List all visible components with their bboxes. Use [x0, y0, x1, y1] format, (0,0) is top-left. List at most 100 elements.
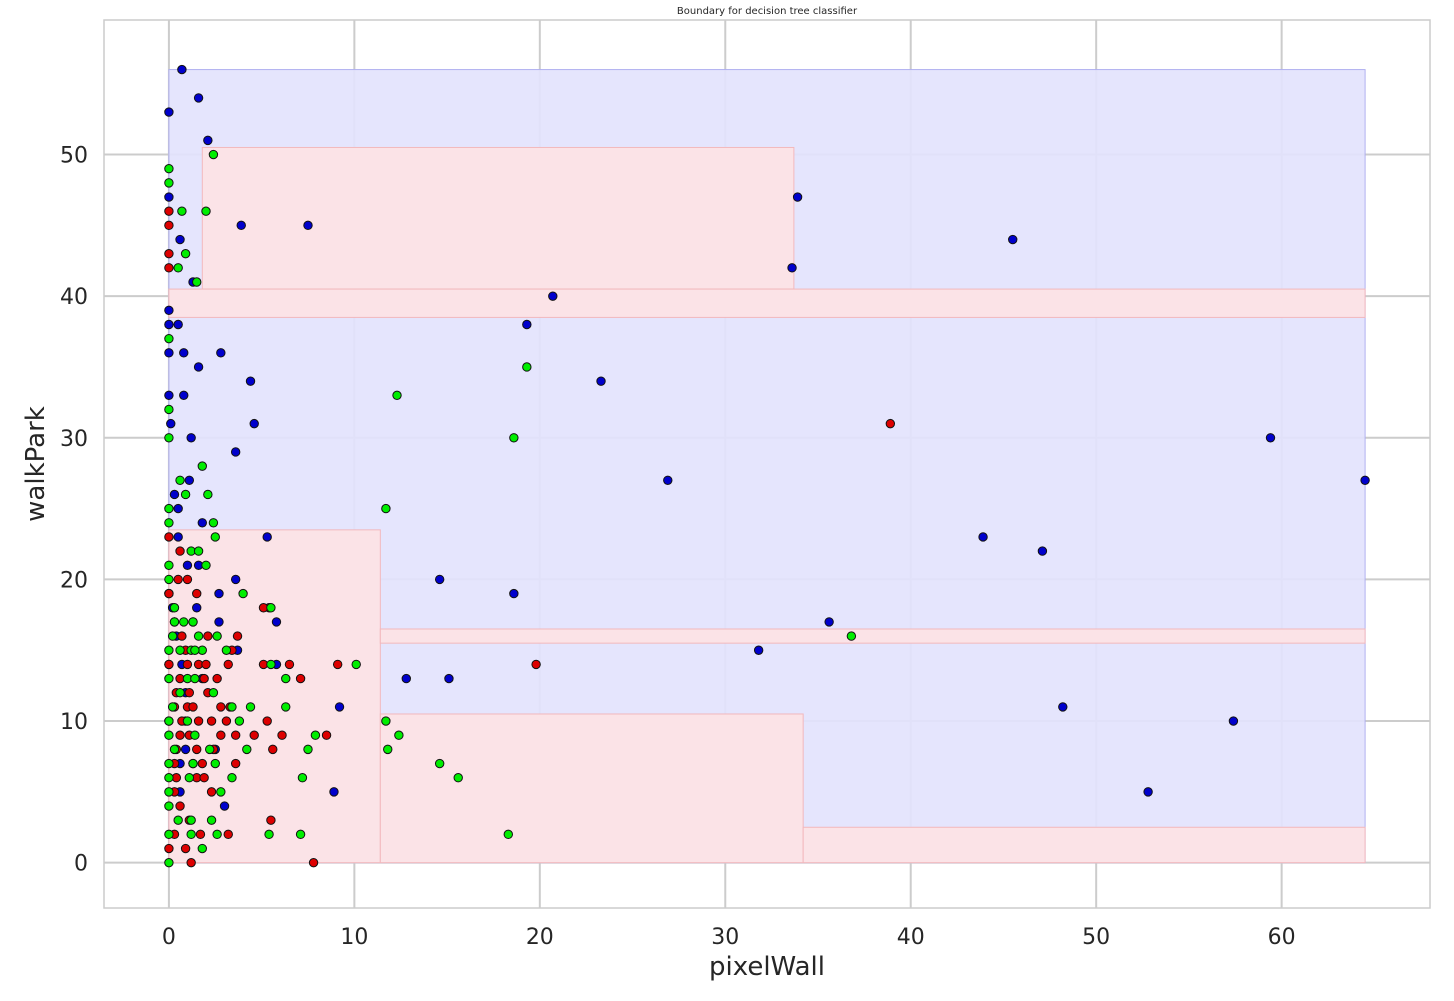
- data-point-red: [308, 857, 319, 868]
- data-point-blue: [184, 475, 195, 485]
- data-point-blue: [262, 532, 272, 542]
- data-point-red: [321, 730, 332, 740]
- data-point-green: [201, 560, 211, 570]
- data-point-red: [192, 744, 202, 755]
- data-point-red: [201, 659, 211, 670]
- data-point-blue: [303, 220, 313, 231]
- data-point-blue: [179, 348, 189, 358]
- data-point-green: [193, 631, 204, 641]
- y-tick-label: 20: [60, 568, 88, 593]
- data-point-blue: [236, 220, 246, 231]
- data-point-green: [173, 263, 183, 273]
- data-point-red: [173, 574, 183, 585]
- data-point-red: [184, 688, 195, 698]
- data-point-green: [381, 716, 391, 726]
- data-point-green: [295, 829, 306, 840]
- data-point-blue: [1143, 787, 1153, 797]
- data-point-green: [509, 433, 519, 443]
- data-point-green: [164, 433, 174, 443]
- data-point-blue: [1228, 716, 1239, 726]
- data-point-red: [199, 673, 209, 684]
- chart-title: Boundary for decision tree classifier: [677, 6, 858, 17]
- data-point-blue: [193, 362, 204, 372]
- data-point-green: [175, 645, 185, 655]
- data-point-green: [205, 744, 215, 755]
- data-point-green: [193, 546, 204, 556]
- y-tick-labels: 0 10 20 30 40 50: [60, 144, 88, 877]
- data-point-green: [164, 645, 174, 655]
- data-point-blue: [197, 518, 207, 528]
- data-point-green: [175, 688, 185, 698]
- data-point-red: [206, 787, 217, 797]
- x-tick-label: 50: [1082, 925, 1110, 950]
- data-point-green: [210, 758, 220, 769]
- data-point-green: [169, 617, 180, 627]
- data-point-red: [164, 532, 174, 542]
- data-point-red: [206, 716, 217, 726]
- data-point-green: [164, 857, 174, 868]
- data-point-red: [199, 773, 209, 783]
- data-point-red: [180, 843, 191, 854]
- data-point-green: [238, 588, 248, 599]
- data-point-green: [164, 787, 174, 797]
- data-point-red: [164, 588, 174, 599]
- data-point-green: [264, 829, 274, 840]
- data-point-red: [164, 843, 174, 854]
- data-point-green: [169, 603, 180, 613]
- data-point-blue: [219, 801, 230, 811]
- y-tick-label: 0: [74, 852, 88, 877]
- data-point-green: [381, 503, 391, 514]
- data-point-red: [177, 631, 187, 641]
- data-point-green: [197, 843, 207, 854]
- data-point-red: [284, 659, 295, 670]
- data-point-green: [164, 574, 174, 585]
- data-point-green: [453, 773, 463, 783]
- data-point-green: [208, 688, 219, 698]
- data-point-green: [186, 815, 196, 825]
- data-point-red: [175, 801, 185, 811]
- data-point-green: [208, 518, 219, 528]
- data-point-green: [190, 645, 200, 655]
- data-point-green: [164, 829, 174, 840]
- data-point-blue: [192, 603, 202, 613]
- data-point-green: [186, 829, 196, 840]
- x-tick-label: 20: [526, 925, 554, 950]
- data-point-green: [179, 617, 189, 627]
- data-point-blue: [548, 291, 558, 301]
- data-point-blue: [663, 475, 673, 485]
- data-point-blue: [249, 418, 259, 429]
- data-point-red: [262, 716, 272, 726]
- x-axis-label: pixelWall: [709, 952, 825, 982]
- data-point-blue: [1058, 702, 1068, 712]
- data-point-green: [206, 815, 217, 825]
- x-tick-labels: 0 10 20 30 40 50 60: [162, 925, 1296, 950]
- data-point-red: [216, 702, 226, 712]
- data-point-green: [197, 461, 207, 471]
- plot-frame: [103, 19, 1431, 909]
- data-point-red: [197, 758, 207, 769]
- data-point-blue: [164, 305, 174, 316]
- data-point-red: [230, 730, 241, 740]
- data-point-green: [164, 801, 174, 811]
- data-point-blue: [230, 447, 241, 457]
- data-point-green: [212, 631, 222, 641]
- data-point-green: [281, 702, 291, 712]
- data-point-green: [167, 631, 178, 641]
- data-point-blue: [180, 744, 191, 755]
- data-point-red: [164, 206, 174, 216]
- data-point-red: [182, 574, 193, 585]
- data-point-blue: [169, 489, 180, 500]
- y-tick-label: 10: [60, 710, 88, 735]
- x-tick-label: 30: [711, 925, 739, 950]
- decision-region-red: [168, 288, 1366, 318]
- data-point-blue: [164, 348, 174, 358]
- data-point-blue: [173, 503, 183, 514]
- data-point-red: [268, 744, 278, 755]
- data-point-red: [188, 702, 198, 712]
- data-point-green: [164, 560, 174, 570]
- data-point-blue: [173, 319, 183, 330]
- data-point-green: [164, 773, 174, 783]
- decision-region-red: [802, 826, 1366, 864]
- data-point-green: [208, 149, 219, 160]
- data-point-red: [195, 829, 206, 840]
